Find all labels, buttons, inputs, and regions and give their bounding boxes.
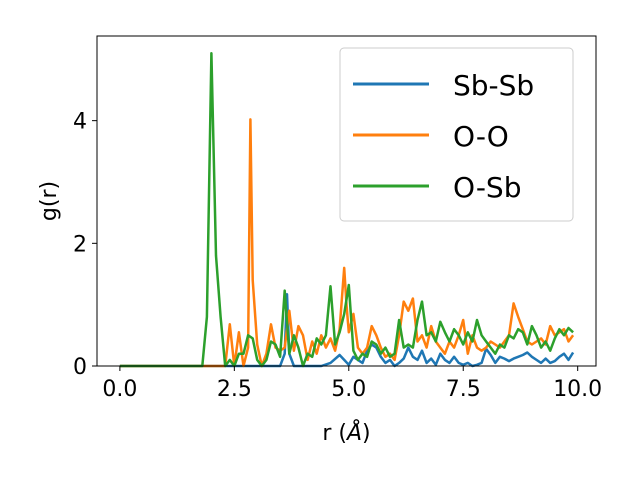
series-line-o-o bbox=[119, 118, 575, 368]
series-line-o-sb bbox=[119, 51, 574, 368]
x-tick-label: 5.0 bbox=[331, 377, 366, 402]
y-tick-label: 0 bbox=[73, 355, 87, 380]
x-axis-label-close: ) bbox=[362, 421, 371, 446]
x-tick-label: 0.0 bbox=[102, 377, 137, 402]
axes-frame bbox=[96, 35, 597, 367]
x-tick-label: 10.0 bbox=[553, 377, 602, 402]
y-axis: 0 2 4 bbox=[73, 110, 97, 380]
x-axis: 0.0 2.5 5.0 7.5 10.0 bbox=[102, 366, 602, 402]
plot-lines bbox=[119, 51, 575, 368]
x-tick-label: 2.5 bbox=[217, 377, 252, 402]
legend-label: O-Sb bbox=[453, 171, 521, 204]
y-axis-label: g(r) bbox=[37, 181, 62, 221]
y-tick-label: 2 bbox=[73, 232, 87, 257]
x-tick-label: 7.5 bbox=[446, 377, 481, 402]
x-axis-label: r (Å) bbox=[322, 419, 370, 446]
legend: Sb-Sb O-O O-Sb bbox=[339, 47, 574, 222]
x-axis-label-text: r ( bbox=[322, 421, 347, 446]
legend-box bbox=[339, 47, 574, 222]
x-axis-label-unit: Å bbox=[345, 419, 362, 446]
y-tick-label: 4 bbox=[73, 110, 87, 135]
legend-label: O-O bbox=[453, 120, 509, 153]
legend-label: Sb-Sb bbox=[453, 69, 534, 102]
